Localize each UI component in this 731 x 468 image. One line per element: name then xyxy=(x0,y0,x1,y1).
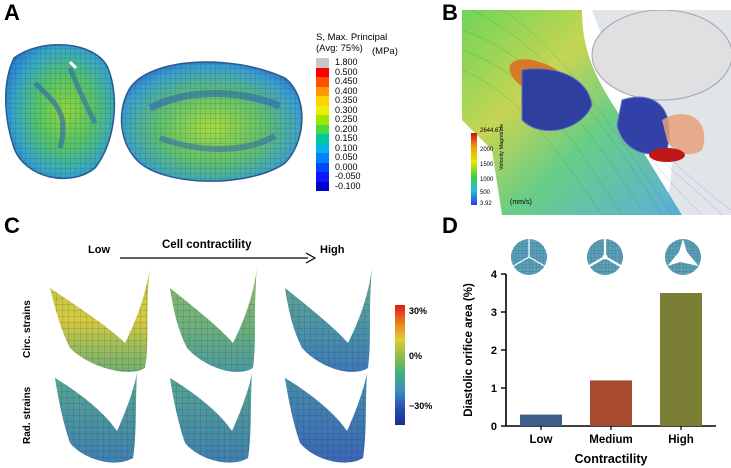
panel-c-high-label: High xyxy=(320,244,345,256)
panel-b-colorbar-max: 2644.67 xyxy=(480,128,502,134)
colorbar-tick: 1500 xyxy=(480,162,494,168)
panel-c-row2-label: Rad. strains xyxy=(22,386,33,444)
bar-medium xyxy=(590,380,632,426)
colorbar-tick: 500 xyxy=(480,190,491,196)
valve-mesh-right xyxy=(120,61,303,182)
panel-d-letter: D xyxy=(442,213,458,238)
legend-value: 0.450 xyxy=(335,76,358,86)
legend-value: 0.400 xyxy=(335,85,358,96)
legend-value: 0.500 xyxy=(335,66,358,77)
panel-c-scale-bottom: −30% xyxy=(409,401,433,411)
panel-a-color-legend: 1.800 0.500 0.450 0.400 0.350 0.300 0.250 0.200… xyxy=(316,57,361,191)
panel-b-flow-render xyxy=(462,10,731,215)
legend-swatch xyxy=(316,67,329,77)
x-tick-label: Medium xyxy=(589,434,632,446)
legend-row: -0.100 xyxy=(316,180,361,191)
y-axis-title: Diastolic orifice area (%) xyxy=(463,283,475,417)
panel-c-strain-scale xyxy=(395,305,405,425)
panel-c-row1-label: Circ. strains xyxy=(22,300,33,358)
legend-swatch xyxy=(316,172,329,182)
legend-row: 0.100 xyxy=(316,142,361,153)
legend-swatch xyxy=(316,86,329,96)
panel-b-colorbar-min: 3.92 xyxy=(480,201,492,207)
legend-row: 0.250 xyxy=(316,114,361,125)
legend-value: 0.200 xyxy=(335,123,358,134)
panel-c-letter: C xyxy=(4,213,20,238)
legend-value: -0.050 xyxy=(335,171,361,181)
panel-c-scale-top: 30% xyxy=(409,306,428,316)
panel-a-legend-title-2: (Avg: 75%) xyxy=(316,43,363,54)
legend-value: 0.000 xyxy=(335,161,358,172)
x-axis-title: Contractility xyxy=(575,452,648,466)
legend-row: 0.150 xyxy=(316,133,361,144)
orifice-icon-medium xyxy=(587,239,623,275)
panel-c-scale-mid: 0% xyxy=(409,351,423,361)
legend-value: 0.150 xyxy=(335,133,358,143)
panel-b-colorbar xyxy=(471,133,477,205)
y-tick-label: 4 xyxy=(491,269,498,281)
legend-row: 1.800 xyxy=(316,57,361,68)
panel-b-colorbar-title: Velocity Magnitude xyxy=(499,123,505,170)
orifice-icon-high xyxy=(665,239,701,275)
panel-c-axis-arrow xyxy=(120,252,316,264)
legend-row: 0.500 xyxy=(316,66,361,77)
legend-value: 0.350 xyxy=(335,95,358,105)
x-tick-label: High xyxy=(668,434,694,446)
legend-swatch xyxy=(316,77,329,87)
bar-low xyxy=(520,414,562,426)
panel-a-legend-title-1: S, Max. Principal xyxy=(316,32,388,43)
legend-swatch xyxy=(316,134,329,144)
panel-c-low-label: Low xyxy=(88,244,110,256)
legend-value: 1.800 xyxy=(335,57,358,67)
leaflet-rad-mid xyxy=(170,373,252,463)
legend-swatch xyxy=(316,124,329,134)
legend-swatch xyxy=(316,58,329,68)
legend-row: 0.350 xyxy=(316,95,361,106)
panel-b-unit: (mm/s) xyxy=(510,199,532,206)
legend-swatch xyxy=(316,143,329,153)
legend-row: 0.000 xyxy=(316,161,361,172)
panel-d-orifice-icons xyxy=(511,239,701,275)
legend-value: 0.050 xyxy=(335,152,358,162)
leaflet-rad-low xyxy=(55,373,137,463)
legend-swatch xyxy=(316,181,329,191)
colorbar-tick: 2000 xyxy=(480,147,494,153)
orifice-icon-low xyxy=(511,239,547,275)
panel-a-legend-unit: (MPa) xyxy=(372,46,398,57)
legend-swatch xyxy=(316,105,329,115)
panel-a-valve-meshes xyxy=(5,43,303,182)
legend-swatch xyxy=(316,115,329,125)
leaflet-circ-mid xyxy=(170,268,257,372)
legend-swatch xyxy=(316,162,329,172)
y-tick-label: 2 xyxy=(491,345,497,357)
leaflet-circ-high xyxy=(285,268,372,372)
colorbar-tick: 1000 xyxy=(480,177,494,183)
leaflet-circ-low xyxy=(50,268,150,372)
legend-row: 0.400 xyxy=(316,85,361,96)
legend-row: 0.050 xyxy=(316,152,361,163)
legend-swatch xyxy=(316,96,329,106)
panel-a-letter: A xyxy=(4,0,20,25)
legend-row: 0.300 xyxy=(316,104,361,115)
panel-c-axis-label: Cell contractility xyxy=(162,239,252,251)
legend-row: -0.050 xyxy=(316,171,361,182)
panel-d-bar-chart: 0 1 2 3 4 Low Medium High Contractility Diastolic… xyxy=(463,269,716,466)
leaflet-rad-high xyxy=(285,373,367,463)
legend-row: 0.450 xyxy=(316,76,361,87)
y-tick-label: 1 xyxy=(491,383,497,395)
y-tick-label: 0 xyxy=(491,421,497,433)
panel-c-leaflet-grid xyxy=(50,268,372,463)
legend-value: 0.100 xyxy=(335,142,358,153)
valve-mesh-left xyxy=(5,43,116,180)
legend-value: 0.250 xyxy=(335,114,358,124)
panel-b-letter: B xyxy=(442,0,458,25)
y-tick-label: 3 xyxy=(491,307,497,319)
legend-value: 0.300 xyxy=(335,104,358,115)
x-tick-label: Low xyxy=(530,434,553,446)
bar-high xyxy=(660,293,702,426)
legend-row: 0.200 xyxy=(316,123,361,134)
legend-value: -0.100 xyxy=(335,180,361,191)
legend-swatch xyxy=(316,153,329,163)
